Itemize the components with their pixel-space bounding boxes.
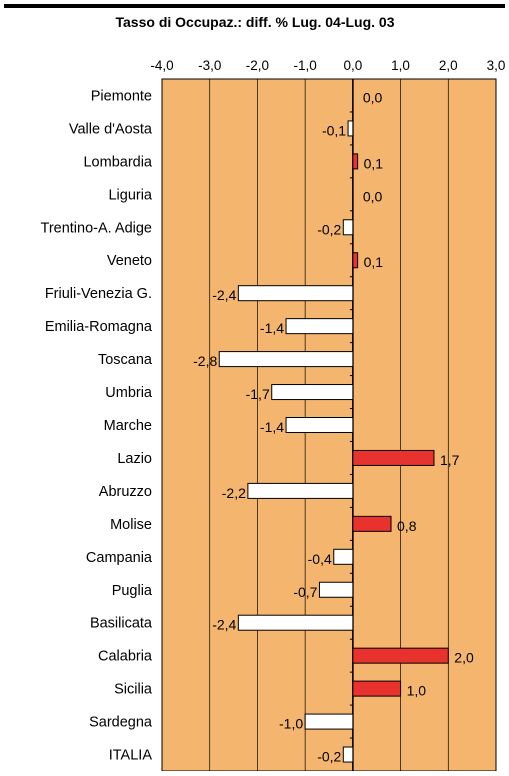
x-tick-label: 2,0	[439, 58, 458, 73]
category-label: Basilicata	[90, 616, 153, 632]
category-label: Sicilia	[114, 682, 153, 698]
bar	[237, 285, 354, 302]
value-label: 1,0	[407, 683, 427, 699]
bar	[247, 482, 354, 499]
bar	[237, 614, 354, 631]
category-label: Marche	[104, 418, 152, 434]
category-label: Puglia	[112, 583, 153, 599]
bar	[352, 153, 359, 170]
value-label: -2,2	[222, 485, 246, 501]
bar	[352, 252, 359, 269]
value-label: -0,2	[317, 749, 341, 765]
bar	[271, 384, 354, 401]
category-label: Umbria	[105, 385, 153, 401]
bar	[285, 318, 354, 335]
x-tick-label: -3,0	[198, 58, 221, 73]
bar	[342, 219, 354, 236]
chart-title: Tasso di Occupaz.: diff. % Lug. 04-Lug. …	[116, 14, 395, 30]
category-label: Trentino-A. Adige	[41, 220, 153, 236]
x-tick-label: -1,0	[294, 58, 317, 73]
bar	[352, 680, 402, 697]
category-label: Sardegna	[89, 715, 153, 731]
category-label: Liguria	[108, 187, 152, 203]
value-label: 1,7	[440, 452, 460, 468]
category-label: Lazio	[117, 451, 152, 467]
bar	[285, 417, 354, 433]
bar	[218, 351, 354, 368]
bar	[352, 647, 449, 664]
category-label: Emilia-Romagna	[45, 319, 153, 335]
x-tick-label: 1,0	[391, 58, 410, 73]
value-label: -1,7	[246, 386, 270, 402]
value-label: 2,0	[454, 650, 474, 666]
x-tick-label: 3,0	[487, 58, 506, 73]
value-label: -2,4	[212, 617, 236, 633]
value-label: -0,2	[317, 221, 341, 237]
bar	[318, 581, 354, 598]
category-label: Toscana	[98, 352, 153, 368]
bar	[304, 713, 354, 730]
value-label: -1,0	[279, 716, 303, 732]
bar	[352, 449, 435, 466]
value-label: -2,8	[193, 353, 217, 369]
value-label: -1,4	[260, 419, 284, 435]
category-label: Valle d'Aosta	[69, 121, 153, 137]
category-label: Molise	[110, 517, 152, 533]
value-label: -0,7	[293, 584, 317, 600]
bar	[342, 746, 354, 763]
value-label: -1,4	[260, 320, 284, 336]
x-tick-label: -4,0	[150, 58, 173, 73]
category-label: Veneto	[107, 253, 152, 269]
category-label: Friuli-Venezia G.	[45, 286, 152, 302]
value-label: -0,4	[308, 551, 332, 567]
category-label: Piemonte	[91, 88, 152, 104]
value-label: -0,1	[322, 122, 346, 138]
bar	[333, 548, 354, 565]
value-label: 0,1	[364, 155, 384, 171]
category-label: Abruzzo	[99, 484, 152, 500]
category-label: Lombardia	[83, 154, 152, 170]
value-label: 0,0	[363, 188, 383, 204]
bar	[347, 120, 354, 137]
value-label: 0,8	[397, 518, 417, 534]
category-label: ITALIA	[109, 748, 153, 764]
value-label: 0,1	[364, 254, 384, 270]
value-label: 0,0	[363, 89, 383, 105]
value-label: -2,4	[212, 287, 236, 303]
x-tick-label: 0,0	[343, 58, 362, 73]
x-tick-label: -2,0	[246, 58, 269, 73]
bar	[352, 515, 392, 532]
category-label: Calabria	[98, 649, 153, 665]
category-label: Campania	[86, 550, 153, 566]
